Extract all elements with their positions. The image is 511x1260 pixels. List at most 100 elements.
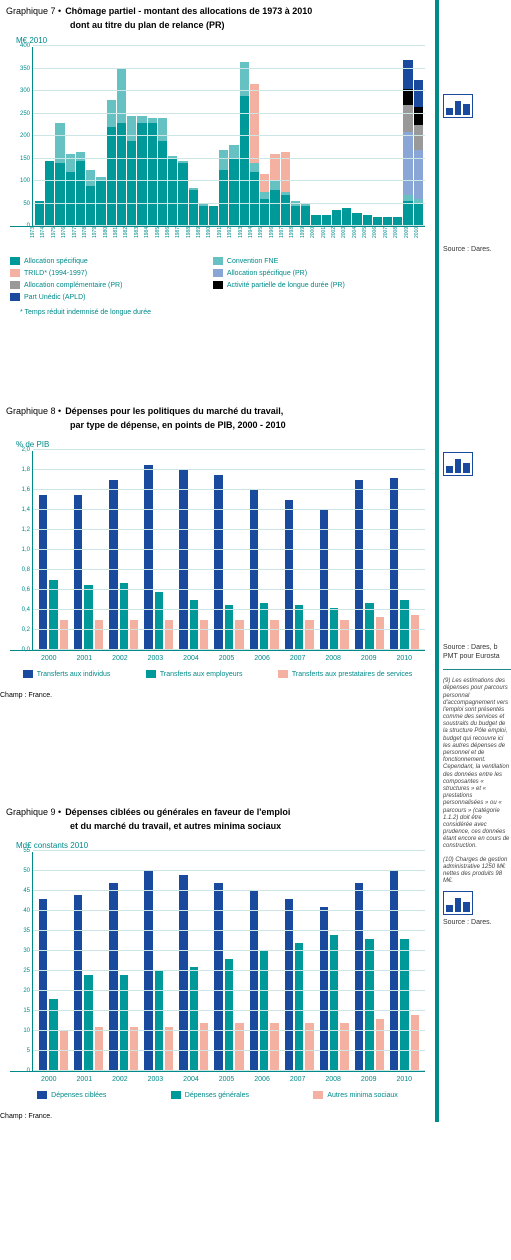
bar-stack	[96, 177, 105, 227]
chart7-title-row: Graphique 7 • Chômage partiel - montant …	[6, 6, 429, 16]
chart9-source: Source : Dares.	[443, 919, 511, 927]
chart7-title: Chômage partiel - montant des allocation…	[65, 6, 312, 16]
chart8-subtitle: par type de dépense, en points de PIB, 2…	[70, 420, 429, 430]
bar-group	[74, 495, 103, 650]
chart8-bars	[33, 451, 425, 650]
bar-chart-icon	[443, 94, 473, 118]
main-column: Graphique 7 • Chômage partiel - montant …	[0, 0, 435, 1122]
chart8-xlabels: 2000200120022003200420052006200720082009…	[28, 655, 425, 662]
bar-group	[109, 480, 138, 650]
bar-stack	[260, 174, 269, 226]
sidenote-10: (10) Charges de gestion administrative 1…	[443, 857, 511, 886]
bar-chart-icon	[443, 891, 473, 915]
chart9-block: Graphique 9 • Dépenses ciblées ou généra…	[0, 801, 435, 1109]
spacer1	[0, 320, 435, 400]
chart8-legend: Transferts aux individus Transferts aux e…	[10, 670, 425, 678]
legend-item: Autres minima sociaux	[313, 1091, 397, 1099]
bar-group	[179, 470, 208, 650]
bar-stack	[250, 84, 259, 226]
bar-stack	[240, 62, 249, 226]
bar-group	[355, 883, 384, 1071]
legend-item: Allocation spécifique (PR)	[213, 269, 404, 277]
bar-stack	[45, 161, 54, 226]
chart9-graphique: Graphique 9 •	[6, 807, 61, 817]
spacer2	[0, 701, 435, 801]
sidenote-9: (9) Les estimations des dépenses pour pa…	[443, 678, 511, 851]
bar-stack	[168, 156, 177, 226]
bar-stack	[332, 210, 341, 226]
chart9-xlabels: 2000200120022003200420052006200720082009…	[28, 1076, 425, 1083]
chart7-graphique: Graphique 7 •	[6, 6, 61, 16]
sidebar: Source : Dares. Source : Dares, b PMT po…	[435, 0, 511, 1122]
chart8-source: Source : Dares, b PMT pour Eurosta	[443, 644, 511, 661]
bar-stack	[281, 152, 290, 226]
chart7-subtitle: dont au titre du plan de relance (PR)	[70, 20, 429, 30]
bar-stack	[66, 154, 75, 226]
bar-group	[320, 907, 349, 1071]
legend-item: Allocation complémentaire (PR)	[10, 281, 201, 289]
bar-group	[214, 883, 243, 1071]
bar-group	[144, 465, 173, 650]
chart7-block: Graphique 7 • Chômage partiel - montant …	[0, 0, 435, 320]
legend-item: Transferts aux employeurs	[146, 670, 243, 678]
bar-chart-icon	[443, 452, 473, 476]
bar-stack	[301, 204, 310, 227]
chart9-subtitle: et du marché du travail, et autres minim…	[70, 821, 429, 831]
legend-item: Allocation spécifique	[10, 257, 201, 265]
bar-group	[179, 875, 208, 1071]
sidebar-divider	[443, 669, 511, 670]
bar-group	[390, 478, 419, 650]
bar-group	[390, 871, 419, 1071]
bar-stack	[219, 150, 228, 227]
bar-group	[144, 871, 173, 1071]
chart7-bars	[33, 47, 425, 226]
chart9-ylabel: Md€ constants 2010	[16, 841, 429, 850]
bar-group	[39, 495, 68, 650]
chart9-plotarea	[32, 852, 425, 1071]
bar-group	[214, 475, 243, 650]
bar-stack	[209, 206, 218, 226]
bar-stack	[414, 80, 423, 226]
bar-stack	[199, 204, 208, 227]
chart7-plot: 050100150200250300350400	[10, 47, 425, 227]
bar-group	[250, 490, 279, 650]
chart8-title: Dépenses pour les politiques du marché d…	[65, 406, 283, 416]
bar-group	[285, 500, 314, 650]
bar-stack	[86, 170, 95, 226]
chart7-source: Source : Dares.	[443, 246, 511, 254]
legend-item: Part Unédic (APLD)	[10, 293, 201, 301]
bar-stack	[107, 100, 116, 226]
chart8-title-row: Graphique 8 • Dépenses pour les politiqu…	[6, 406, 429, 416]
bar-stack	[291, 201, 300, 226]
bar-stack	[352, 213, 361, 227]
bar-stack	[403, 60, 412, 227]
legend-item: Transferts aux prestataires de services	[278, 670, 412, 678]
bar-group	[285, 899, 314, 1071]
bar-group	[355, 480, 384, 650]
bar-group	[39, 899, 68, 1071]
legend-item: Activité partielle de longue durée (PR)	[213, 281, 404, 289]
chart7-xlabels: 1973197419751976197719781979198019811982…	[28, 227, 425, 249]
bar-stack	[35, 201, 44, 226]
bar-group	[74, 895, 103, 1071]
bar-stack	[189, 188, 198, 226]
bar-stack	[137, 116, 146, 226]
page-container: Graphique 7 • Chômage partiel - montant …	[0, 0, 511, 1122]
chart7-legend: Allocation spécifiqueConvention FNETRILD…	[10, 257, 425, 301]
bar-stack	[178, 161, 187, 226]
legend-item: TRILD* (1994-1997)	[10, 269, 201, 277]
chart9-champ: Champ : France.	[0, 1113, 435, 1120]
bar-stack	[270, 154, 279, 226]
chart8-graphique: Graphique 8 •	[6, 406, 61, 416]
legend-item: Dépenses générales	[171, 1091, 249, 1099]
chart9-legend: Dépenses ciblées Dépenses générales Autres…	[10, 1091, 425, 1099]
chart8-plot: 0,00,20,40,60,81,01,21,41,61,82,0	[10, 451, 425, 651]
chart8-plotarea	[32, 451, 425, 650]
chart7-plotarea	[32, 47, 425, 226]
chart8-champ: Champ : France.	[0, 692, 435, 699]
chart8-block: Graphique 8 • Dépenses pour les politiqu…	[0, 400, 435, 688]
chart7-ylabel: M€ 2010	[16, 36, 429, 45]
legend-item: Dépenses ciblées	[37, 1091, 106, 1099]
chart7-yaxis: 050100150200250300350400	[10, 47, 32, 226]
legend-item: Transferts aux individus	[23, 670, 111, 678]
